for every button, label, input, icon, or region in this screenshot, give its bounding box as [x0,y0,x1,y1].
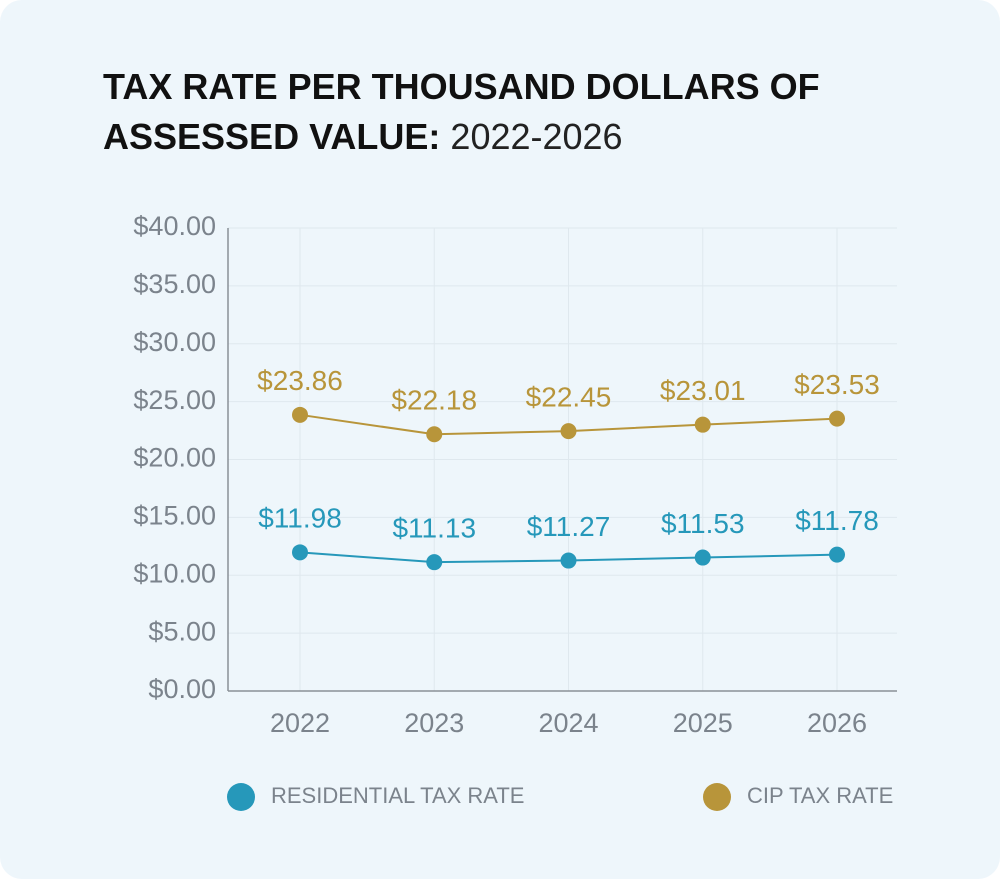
y-tick-label: $20.00 [133,443,216,473]
legend-marker [703,783,731,811]
data-label: $23.01 [660,375,746,406]
legend-marker [227,783,255,811]
y-tick-label: $5.00 [148,616,216,646]
legend-label: RESIDENTIAL TAX RATE [271,783,524,808]
data-label: $23.86 [257,365,343,396]
point [694,549,711,566]
y-tick-label: $15.00 [133,501,216,531]
point [426,554,443,571]
title-block: TAX RATE PER THOUSAND DOLLARS OF ASSESSE… [103,62,883,162]
data-label: $11.98 [258,503,342,534]
x-tick-label: 2022 [270,708,330,738]
legend-label: CIP TAX RATE [747,783,893,808]
y-tick-label: $35.00 [133,269,216,299]
y-tick-label: $40.00 [133,211,216,241]
x-tick-label: 2026 [807,708,867,738]
chart-subtitle: 2022-2026 [450,116,623,157]
data-label: $22.45 [526,382,612,413]
data-label: $11.27 [527,511,611,542]
y-tick-label: $0.00 [148,674,216,704]
data-label: $11.13 [392,513,476,544]
x-tick-label: 2023 [404,708,464,738]
point [292,406,308,423]
point [694,416,711,433]
data-label: $11.53 [661,508,745,539]
data-label: $11.78 [795,505,879,536]
chart-title: TAX RATE PER THOUSAND DOLLARS OF ASSESSE… [103,66,820,157]
y-tick-label: $10.00 [133,558,216,588]
x-tick-label: 2025 [673,708,733,738]
point [829,410,845,427]
y-tick-label: $25.00 [133,385,216,415]
x-tick-label: 2024 [538,708,598,738]
data-label: $23.53 [794,369,880,400]
point [560,423,577,440]
point [829,546,845,563]
point [560,552,577,569]
data-label: $22.18 [391,385,477,416]
y-tick-label: $30.00 [133,327,216,357]
point [426,426,443,443]
point [292,544,308,561]
